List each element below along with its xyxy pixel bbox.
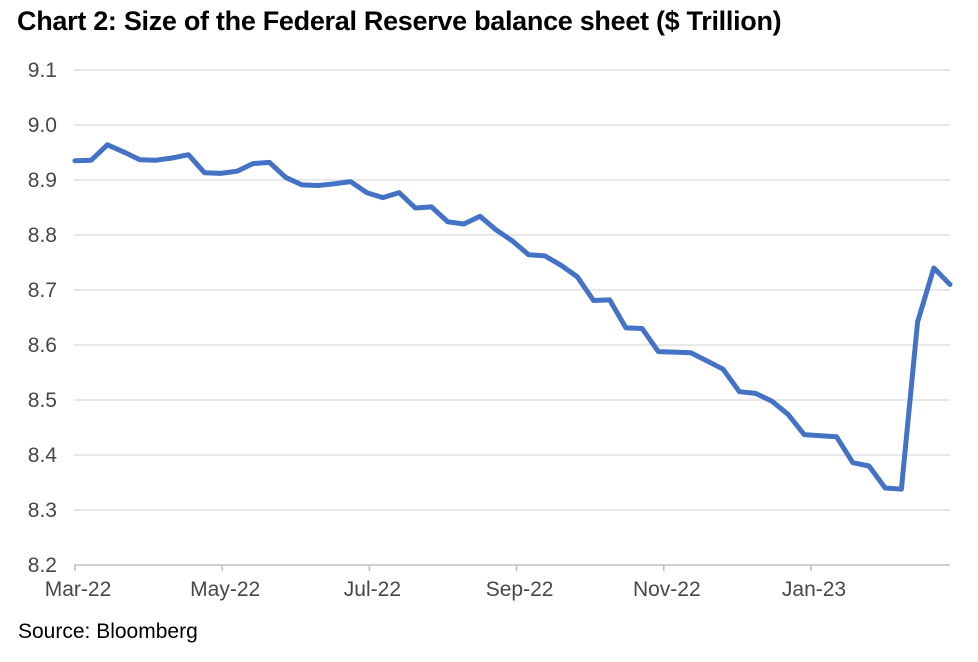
x-axis-label: Sep-22 bbox=[486, 578, 554, 601]
chart-title: Chart 2: Size of the Federal Reserve bal… bbox=[17, 6, 782, 36]
balance-sheet-line bbox=[72, 142, 953, 492]
x-axis-label: Jan-23 bbox=[782, 578, 846, 601]
y-axis-label: 8.6 bbox=[28, 334, 57, 357]
y-axis-label: 8.5 bbox=[28, 389, 57, 412]
y-axis-label: 9.0 bbox=[28, 114, 57, 137]
y-axis-label: 8.8 bbox=[28, 224, 57, 247]
y-axis-label: 8.2 bbox=[28, 554, 57, 577]
x-axis-label: May-22 bbox=[190, 578, 260, 601]
x-axis-label: Jul-22 bbox=[344, 578, 401, 601]
y-axis-label: 8.9 bbox=[28, 169, 57, 192]
y-axis-label: 8.7 bbox=[28, 279, 57, 302]
x-axis-label: Mar-22 bbox=[45, 578, 112, 601]
y-axis-label: 8.3 bbox=[28, 499, 57, 522]
x-axis-label: Nov-22 bbox=[633, 578, 701, 601]
y-axis-label: 9.1 bbox=[28, 59, 57, 82]
source-caption: Source: Bloomberg bbox=[18, 620, 198, 643]
y-axis-label: 8.4 bbox=[28, 444, 58, 467]
